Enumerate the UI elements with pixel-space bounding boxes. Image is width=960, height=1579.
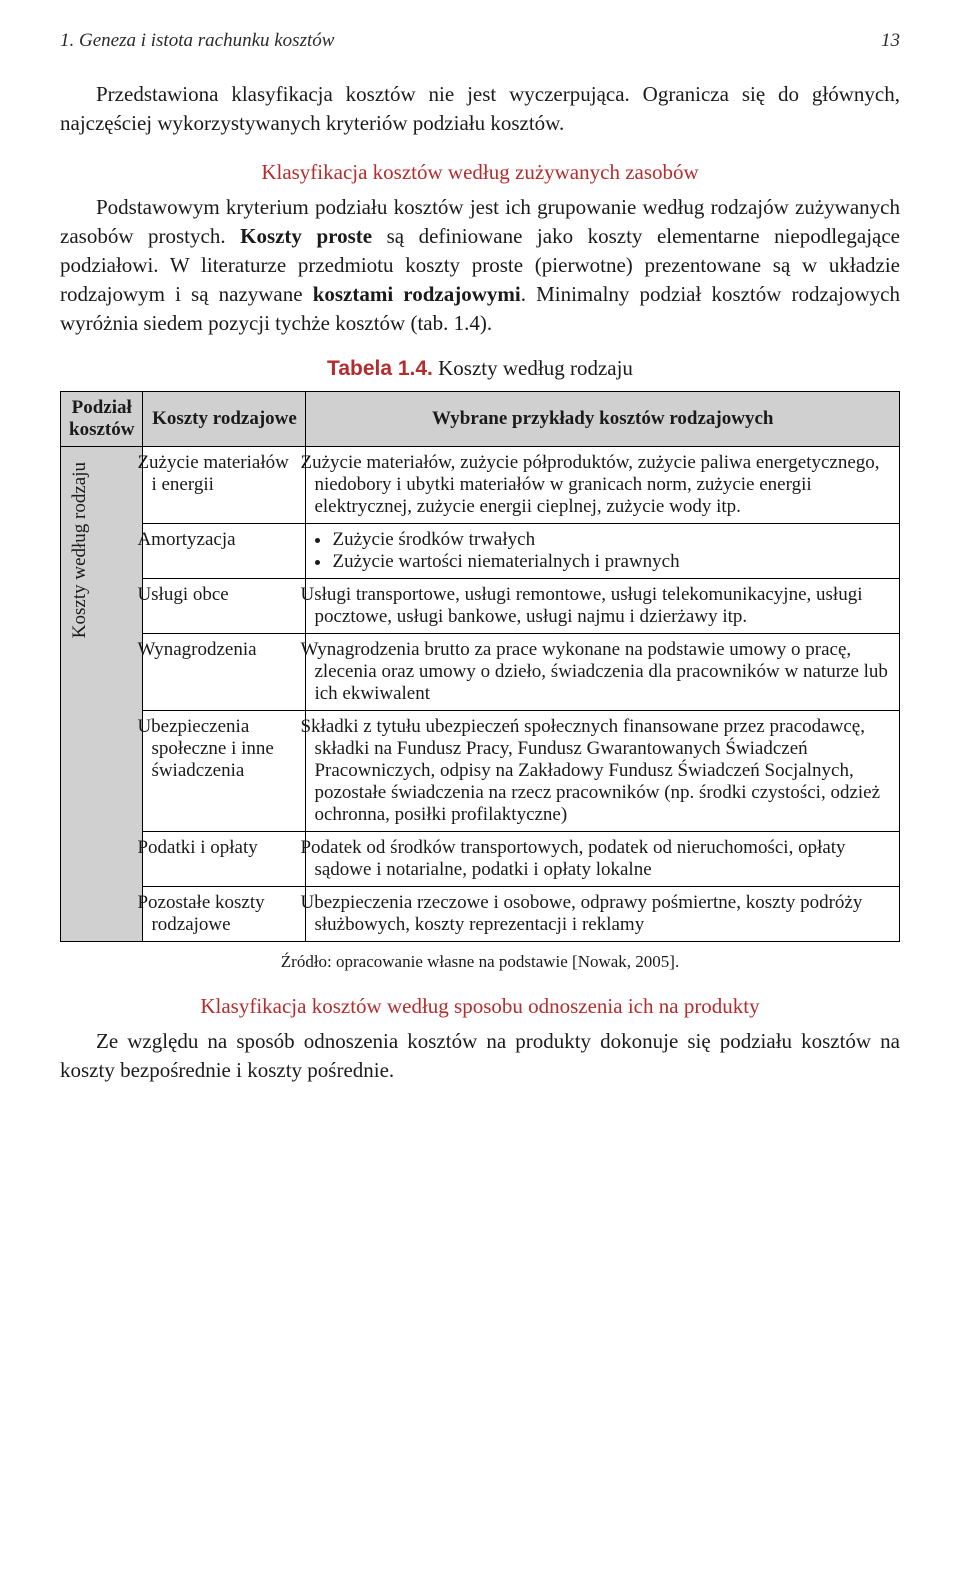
cost-name: Pozostałe koszty rodzajowe (143, 886, 306, 941)
page: 1. Geneza i istota rachunku kosztów 13 P… (0, 0, 960, 1139)
table-source: Źródło: opracowanie własne na podstawie … (60, 952, 900, 972)
table-row: Wynagrodzenia Wynagrodzenia brutto za pr… (61, 633, 900, 710)
bullet-item: Zużycie środków trwałych (332, 529, 891, 551)
table-row: Koszty według rodzaju Zużycie materiałów… (61, 446, 900, 523)
side-label-cell: Koszty według rodzaju (61, 446, 143, 941)
table-row: Pozostałe koszty rodzajowe Ubezpieczenia… (61, 886, 900, 941)
table-row: Usługi obce Usługi transportowe, usługi … (61, 578, 900, 633)
col-header-examples: Wybrane przykłady kosztów rodzajowych (306, 391, 900, 446)
cost-example: Podatek od środków transportowych, podat… (306, 831, 900, 886)
cost-name: Ubezpieczenia społeczne i inne świadczen… (143, 710, 306, 831)
cost-name: Amortyzacja (143, 523, 306, 578)
table-caption: Tabela 1.4. Koszty według rodzaju (60, 356, 900, 381)
table-row: Amortyzacja Zużycie środków trwałych Zuż… (61, 523, 900, 578)
running-head: 1. Geneza i istota rachunku kosztów 13 (60, 30, 900, 52)
cost-example: Ubezpieczenia rzeczowe i osobowe, odpraw… (306, 886, 900, 941)
section-title-1: Klasyfikacja kosztów według zużywanych z… (60, 160, 900, 185)
section-title-2: Klasyfikacja kosztów według sposobu odno… (60, 994, 900, 1019)
table-row: Ubezpieczenia społeczne i inne świadczen… (61, 710, 900, 831)
cost-name: Podatki i opłaty (143, 831, 306, 886)
table-row: Podatki i opłaty Podatek od środków tran… (61, 831, 900, 886)
table-header-row: Podział kosztów Koszty rodzajowe Wybrane… (61, 391, 900, 446)
cost-example: Zużycie środków trwałych Zużycie wartośc… (306, 523, 900, 578)
costs-table: Podział kosztów Koszty rodzajowe Wybrane… (60, 391, 900, 942)
cost-example: Usługi transportowe, usługi remontowe, u… (306, 578, 900, 633)
cost-example: Składki z tytułu ubezpieczeń społecznych… (306, 710, 900, 831)
table-caption-label: Tabela 1.4. (327, 357, 433, 380)
cost-example: Wynagrodzenia brutto za prace wykonane n… (306, 633, 900, 710)
cost-example: Zużycie materiałów, zużycie półproduktów… (306, 446, 900, 523)
bullet-item: Zużycie wartości niematerialnych i prawn… (332, 551, 891, 573)
section2-paragraph: Ze względu na sposób odnoszenia kosztów … (60, 1027, 900, 1085)
table-caption-text: Koszty według rodzaju (433, 356, 633, 380)
page-number: 13 (881, 30, 900, 52)
cost-name: Usługi obce (143, 578, 306, 633)
side-label: Koszty według rodzaju (69, 452, 91, 648)
col-header-division: Podział kosztów (61, 391, 143, 446)
intro-paragraph: Przedstawiona klasyfikacja kosztów nie j… (60, 80, 900, 138)
col-header-type: Koszty rodzajowe (143, 391, 306, 446)
cost-name: Zużycie materiałów i energii (143, 446, 306, 523)
table-body: Koszty według rodzaju Zużycie materiałów… (61, 446, 900, 941)
cost-name: Wynagrodzenia (143, 633, 306, 710)
running-head-title: 1. Geneza i istota rachunku kosztów (60, 30, 334, 52)
section1-paragraph: Podstawowym kryterium podziału kosztów j… (60, 193, 900, 338)
